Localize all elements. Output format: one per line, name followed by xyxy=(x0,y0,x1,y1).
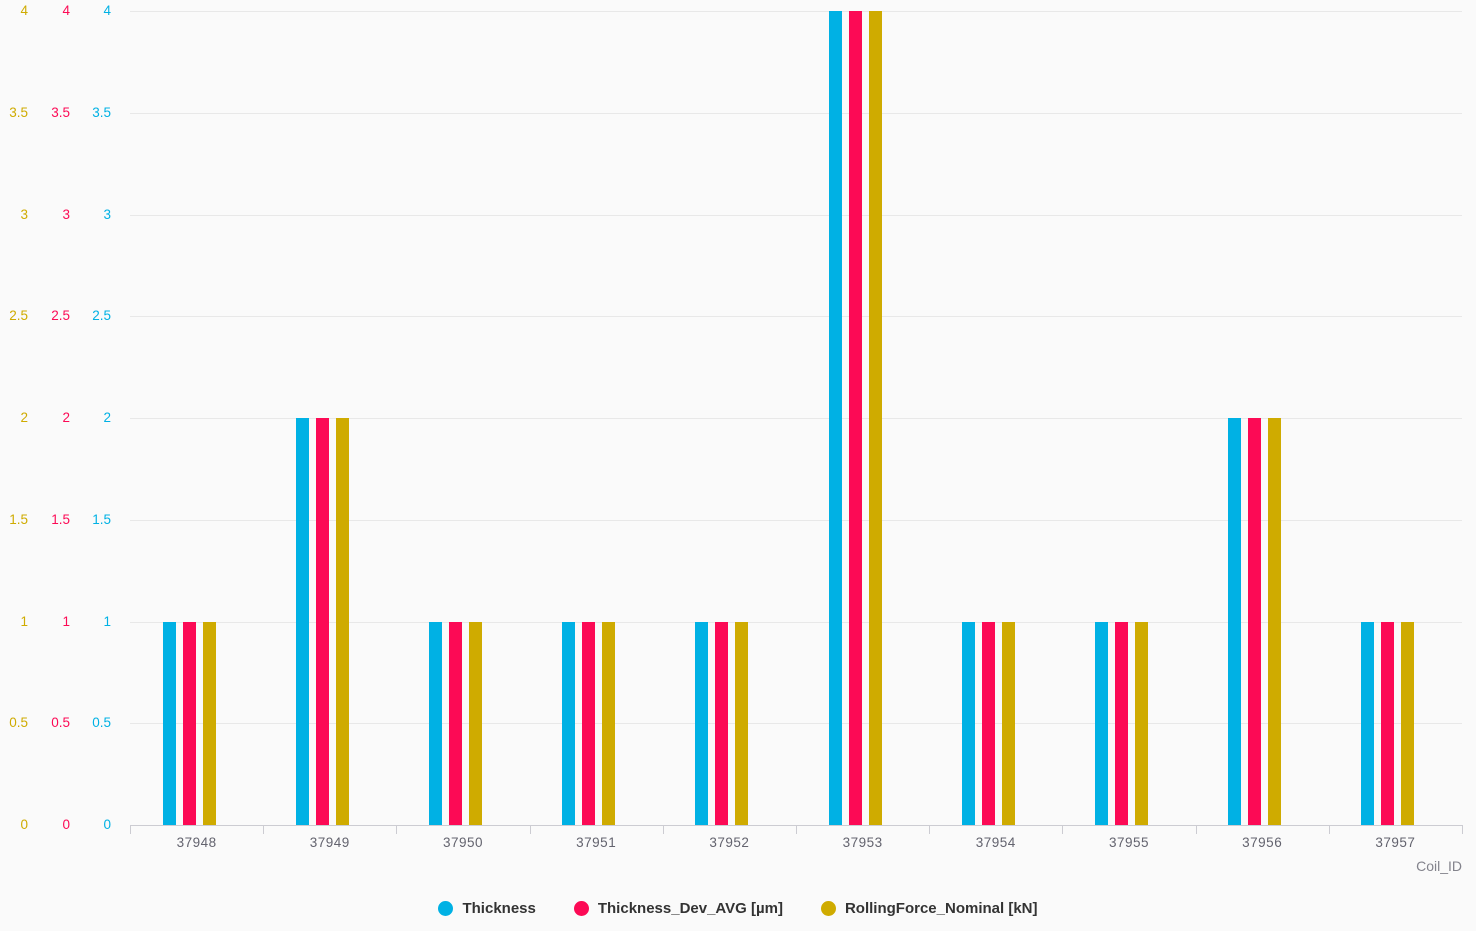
y-tick-label: 3.5 xyxy=(51,104,70,120)
bar-37955-series-1[interactable] xyxy=(1115,621,1128,825)
gridline-y-1 xyxy=(130,621,1462,623)
bar-37957-series-2[interactable] xyxy=(1401,621,1415,825)
y-tick-label: 3.5 xyxy=(9,104,28,120)
bar-37953-series-1[interactable] xyxy=(848,11,862,825)
bar-37948-series-1[interactable] xyxy=(182,621,196,825)
bar-37950-series-1[interactable] xyxy=(449,621,462,825)
x-tick xyxy=(396,825,398,834)
bar-37949-series-0[interactable] xyxy=(295,418,309,825)
y-tick-label: 1.5 xyxy=(92,511,111,527)
bar-37956-series-1[interactable] xyxy=(1248,418,1262,825)
y-tick-label: 0.5 xyxy=(9,715,28,731)
y-tick-label: 0.5 xyxy=(51,715,70,731)
x-tick xyxy=(263,825,265,834)
legend-label: Thickness xyxy=(462,900,536,917)
bar-37955-series-0[interactable] xyxy=(1095,621,1108,825)
bar-37952-series-2[interactable] xyxy=(735,621,749,825)
gridline-y-3.5 xyxy=(130,112,1462,114)
bar-37956-series-0[interactable] xyxy=(1228,418,1242,825)
legend-dot-icon xyxy=(573,901,589,916)
x-tick-label: 37956 xyxy=(1242,835,1283,850)
x-tick-label: 37948 xyxy=(176,835,217,850)
x-tick xyxy=(1195,825,1197,834)
bar-37950-series-0[interactable] xyxy=(429,621,442,825)
bar-37951-series-1[interactable] xyxy=(582,621,596,825)
bar-37950-series-2[interactable] xyxy=(469,621,482,825)
x-tick xyxy=(1062,825,1064,834)
legend-dot-icon xyxy=(438,901,454,916)
bar-37954-series-1[interactable] xyxy=(981,621,995,825)
bar-37955-series-2[interactable] xyxy=(1135,621,1148,825)
y-tick-label: 0 xyxy=(20,817,28,832)
y-tick-label: 3 xyxy=(62,206,70,222)
bar-37957-series-1[interactable] xyxy=(1381,621,1395,825)
y-tick-label: 2 xyxy=(20,410,28,425)
gridline-y-4 xyxy=(130,11,1462,12)
x-tick-label: 37955 xyxy=(1108,835,1149,850)
legend-dot-icon xyxy=(820,901,836,916)
y-tick-label: 2.5 xyxy=(9,308,28,324)
x-tick xyxy=(1328,825,1330,834)
bar-37953-series-2[interactable] xyxy=(868,11,882,825)
x-tick xyxy=(529,825,531,834)
y-tick-label: 0.5 xyxy=(92,715,111,731)
y-tick-label: 2.5 xyxy=(51,308,70,324)
legend-item-0[interactable]: Thickness xyxy=(438,900,536,917)
y-tick-label: 3.5 xyxy=(92,104,111,120)
x-tick xyxy=(929,825,931,834)
gridline-y-1.5 xyxy=(130,519,1462,521)
bar-37953-series-0[interactable] xyxy=(828,11,842,825)
x-tick-label: 37951 xyxy=(576,835,617,850)
x-tick xyxy=(662,825,664,834)
bar-37949-series-2[interactable] xyxy=(335,418,349,825)
bar-37952-series-0[interactable] xyxy=(695,621,709,825)
legend-label: RollingForce_Nominal [kN] xyxy=(844,900,1038,917)
gridline-y-2 xyxy=(130,418,1462,419)
gridline-y-0.5 xyxy=(130,723,1462,725)
y-tick-label: 1 xyxy=(20,613,28,629)
y-tick-label: 3 xyxy=(20,206,28,222)
x-tick xyxy=(796,825,797,834)
y-tick-label: 4 xyxy=(103,3,111,18)
bar-37948-series-2[interactable] xyxy=(202,621,216,825)
x-tick-label: 37953 xyxy=(842,835,883,850)
bar-37951-series-0[interactable] xyxy=(562,621,576,825)
x-tick xyxy=(130,825,131,834)
x-tick-label: 37949 xyxy=(309,835,350,850)
bar-37948-series-0[interactable] xyxy=(162,621,176,825)
legend-label: Thickness_Dev_AVG [µm] xyxy=(597,900,783,917)
y-tick-label: 2 xyxy=(103,410,111,425)
x-tick-label: 37952 xyxy=(709,835,750,850)
y-tick-label: 3 xyxy=(103,206,111,222)
y-tick-label: 4 xyxy=(20,3,28,18)
y-tick-label: 1 xyxy=(62,613,70,629)
y-tick-label: 1.5 xyxy=(51,511,70,527)
bar-37954-series-2[interactable] xyxy=(1001,621,1015,825)
bar-37952-series-1[interactable] xyxy=(715,621,729,825)
y-tick-label: 0 xyxy=(62,817,70,832)
bar-37951-series-2[interactable] xyxy=(602,621,616,825)
y-tick-label: 0 xyxy=(103,817,111,832)
y-tick-label: 2 xyxy=(62,410,70,425)
bar-37957-series-0[interactable] xyxy=(1361,621,1375,825)
bar-37949-series-1[interactable] xyxy=(315,418,329,825)
legend-item-1[interactable]: Thickness_Dev_AVG [µm] xyxy=(573,900,783,917)
legend-item-2[interactable]: RollingForce_Nominal [kN] xyxy=(820,900,1038,917)
legend: Thickness Thickness_Dev_AVG [µm] RollingFo… xyxy=(0,900,1476,917)
x-axis-title: Coil_ID xyxy=(1416,858,1462,874)
y-tick-label: 2.5 xyxy=(92,308,111,324)
y-tick-label: 1.5 xyxy=(9,511,28,527)
gridline-y-3 xyxy=(130,214,1462,216)
x-tick-label: 37957 xyxy=(1375,835,1416,850)
bar-37956-series-2[interactable] xyxy=(1268,418,1282,825)
y-tick-label: 4 xyxy=(62,3,70,18)
x-tick-label: 37950 xyxy=(442,835,483,850)
bar-37954-series-0[interactable] xyxy=(961,621,975,825)
gridline-y-2.5 xyxy=(130,316,1462,318)
plot-area xyxy=(130,11,1462,825)
x-tick-label: 37954 xyxy=(975,835,1016,850)
x-tick xyxy=(1462,825,1463,834)
y-tick-label: 1 xyxy=(103,613,111,629)
